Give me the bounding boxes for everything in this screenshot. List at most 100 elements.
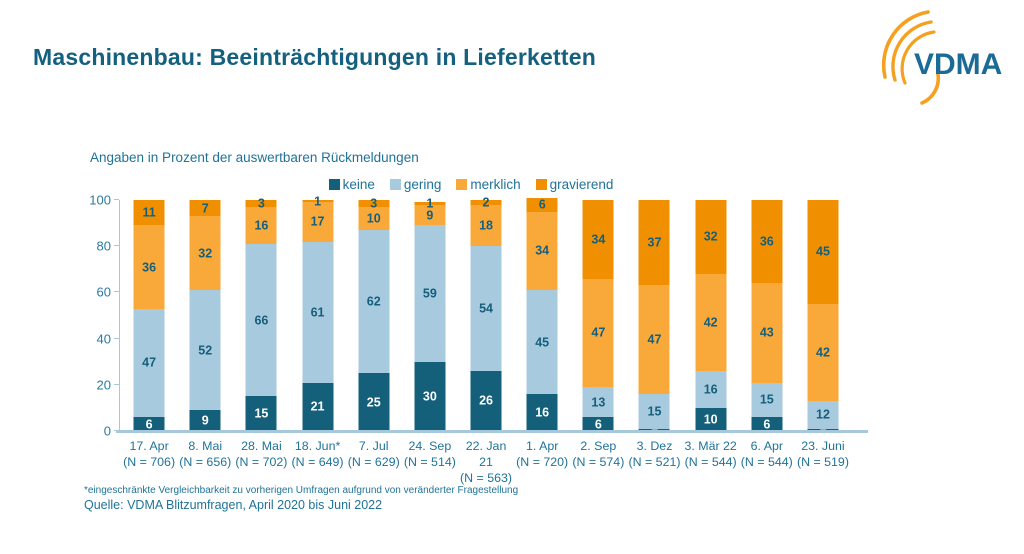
- stacked-bar: 9 52 32 7: [189, 200, 221, 431]
- footnote: *eingeschränkte Vergleichbarkeit zu vorh…: [84, 485, 519, 496]
- stacked-bar: 1154737: [638, 200, 670, 431]
- stacked-bar: 30 59 9 1: [414, 197, 446, 431]
- legend-item-gravierend: gravierend: [535, 176, 614, 192]
- stacked-bar: 6 47 36 11: [133, 200, 165, 431]
- bar-segment-gering: [302, 241, 334, 383]
- legend-item-gering: gering: [389, 176, 442, 192]
- bar-segment-merklich: [470, 204, 502, 247]
- y-axis-line: [119, 200, 120, 431]
- y-tick-label: 80: [96, 238, 111, 254]
- bar-segment-gering: [807, 400, 839, 429]
- bar-segment-gering: [526, 290, 558, 395]
- y-tick-label: 0: [103, 423, 111, 439]
- x-axis-category-label: 22. Jan 21 (N = 563): [460, 439, 513, 485]
- bar-segment-keine: [470, 370, 502, 431]
- x-axis-category-label: 2. Sep (N = 574): [572, 439, 625, 469]
- bar-segment-gravierend: [807, 200, 839, 304]
- y-tick-label: 100: [89, 192, 111, 208]
- x-axis-category-label: 23. Juni (N = 519): [796, 439, 849, 469]
- x-axis-line: [116, 430, 868, 433]
- y-tick-mark: [114, 430, 119, 431]
- legend-swatch-icon: [456, 178, 468, 190]
- bar-segment-keine: [245, 396, 277, 431]
- bar-segment-merklich: [638, 285, 670, 395]
- x-axis-labels: 17. Apr (N = 706) 8. Mai (N = 656) 28. Mai (N…: [119, 439, 861, 487]
- x-axis-category-label: 24. Sep (N = 514): [403, 439, 456, 469]
- y-tick-mark: [114, 199, 119, 200]
- y-tick-mark: [114, 245, 119, 247]
- logo-text: VDMA: [914, 48, 1002, 81]
- y-tick-mark: [114, 337, 119, 339]
- stacked-bar: 10 16 42 32: [695, 200, 727, 431]
- source-note: Quelle: VDMA Blitzumfragen, April 2020 b…: [84, 498, 383, 512]
- bar-segment-gering: [470, 246, 502, 371]
- x-axis-category-label: 6. Apr (N = 544): [740, 439, 793, 469]
- x-axis-category-label: 7. Jul (N = 629): [347, 439, 400, 469]
- legend-label: merklich: [470, 176, 521, 192]
- stacked-bar: 21 61 17 1: [302, 195, 334, 431]
- bar-slot: 15 66 16 3: [233, 197, 289, 431]
- bar-segment-merklich: [526, 211, 558, 291]
- bar-segment-gravierend: [582, 200, 614, 279]
- bar-segment-merklich: [751, 283, 783, 383]
- bar-segment-keine: [189, 410, 221, 431]
- y-tick-mark: [114, 291, 119, 293]
- bar-segment-gering: [358, 230, 390, 374]
- bar-segment-gravierend: [189, 200, 221, 217]
- bar-slot: 6 47 36 11: [121, 200, 177, 431]
- bar-segment-merklich: [189, 216, 221, 291]
- bar-segment-gering: [245, 243, 277, 397]
- stacked-bar: 26 54 18 2: [470, 196, 502, 431]
- bar-segment-merklich: [582, 278, 614, 388]
- bar-segment-gravierend: [358, 200, 390, 207]
- legend-label: gravierend: [549, 176, 614, 192]
- bar-segment-gravierend: [133, 200, 165, 226]
- bar-segment-merklich: [133, 225, 165, 309]
- vdma-logo: VDMA: [881, 10, 1002, 105]
- bar-slot: 1124245: [795, 200, 851, 431]
- x-axis-category-label: 3. Dez (N = 521): [628, 439, 681, 469]
- bar-slot: 9 52 32 7: [177, 200, 233, 431]
- legend-label: gering: [403, 176, 442, 192]
- bar-slot: 26 54 18 2: [458, 196, 514, 431]
- legend-item-keine: keine: [328, 176, 375, 192]
- x-axis-category-label: 17. Apr (N = 706): [123, 439, 176, 469]
- stacked-bar: 6 13 47 34: [582, 200, 614, 431]
- x-axis-category-label: 28. Mai (N = 702): [235, 439, 288, 469]
- x-axis-category-label: 1. Apr (N = 720): [516, 439, 569, 469]
- bar-segment-merklich: [302, 202, 334, 242]
- y-tick-label: 40: [96, 331, 111, 347]
- plot-area: 6 47 36 11 9 52 32 7 15 66 16 3 21 61 17 1 25 62 10 3 30 59 9 1…: [89, 193, 868, 485]
- bar-segment-keine: [526, 394, 558, 431]
- bar-segment-gravierend: [638, 200, 670, 286]
- bar-segment-keine: [133, 417, 165, 431]
- legend-label: keine: [342, 176, 375, 192]
- bar-segment-merklich: [807, 303, 839, 401]
- bar-slot: 6 13 47 34: [570, 200, 626, 431]
- bar-segment-keine: [414, 361, 446, 431]
- y-tick-label: 20: [96, 377, 111, 393]
- bar-segment-keine: [582, 417, 614, 431]
- legend-swatch-icon: [535, 178, 547, 190]
- stacked-bar: 25 62 10 3: [358, 197, 390, 431]
- chart-subtitle: Angaben in Prozent der auswertbaren Rück…: [90, 150, 419, 165]
- bar-slot: 25 62 10 3: [346, 197, 402, 431]
- legend-item-merklich: merklich: [456, 176, 521, 192]
- chart-legend: keine gering merklich gravierend: [100, 176, 842, 192]
- legend-swatch-icon: [389, 178, 401, 190]
- bar-slot: 16 45 34 6: [514, 197, 570, 431]
- bar-segment-gravierend: [526, 197, 558, 212]
- bar-segment-gering: [582, 387, 614, 418]
- bar-segment-gering: [638, 394, 670, 429]
- bar-segment-keine: [358, 373, 390, 431]
- bar-slot: 6 15 43 36: [739, 200, 795, 431]
- bar-segment-keine: [751, 417, 783, 431]
- x-axis-category-label: 18. Jun* (N = 649): [291, 439, 344, 469]
- y-tick-mark: [114, 383, 119, 385]
- bar-segment-gravierend: [302, 200, 334, 203]
- bar-segment-gering: [133, 308, 165, 418]
- stacked-bar: 16 45 34 6: [526, 197, 558, 431]
- logo-arcs-icon: [881, 10, 941, 105]
- bar-segment-gering: [695, 370, 727, 408]
